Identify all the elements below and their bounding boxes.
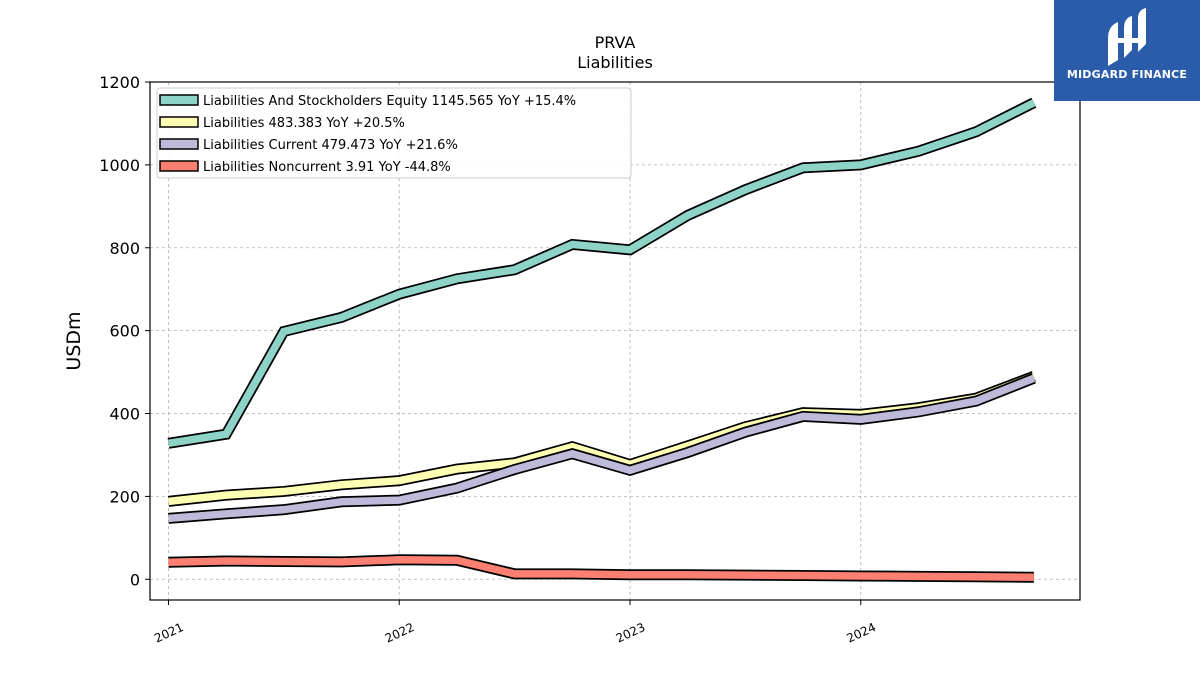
y-axis: 0 200 400 600 800 1000 1200 — [99, 73, 150, 589]
series-1 — [167, 371, 1036, 507]
legend-label: Liabilities Current 479.473 YoY +21.6% — [203, 138, 458, 153]
legend-box — [156, 87, 632, 179]
series-line — [168, 556, 1034, 581]
legend-swatch — [159, 116, 199, 128]
series-3 — [168, 554, 1034, 583]
legend-label: Liabilities Noncurrent 3.91 YoY -44.8% — [203, 160, 451, 175]
series-layer — [167, 97, 1037, 583]
y-tick-label: 1200 — [99, 73, 140, 92]
series-line — [168, 374, 1036, 523]
x-tick-label: 2023 — [614, 620, 648, 646]
brand-logo: MIDGARD FINANCE — [1054, 0, 1200, 101]
plot-frame — [149, 81, 1081, 601]
x-tick-label: 2021 — [152, 620, 186, 646]
chart-subtitle: Liabilities — [577, 53, 653, 72]
chart-title: PRVA — [595, 33, 636, 52]
legend-label: Liabilities And Stockholders Equity 1145… — [203, 94, 576, 109]
y-axis-label: USDm — [63, 311, 85, 370]
y-tick-label: 800 — [109, 239, 140, 258]
legend-swatch — [159, 160, 199, 172]
midgard-logo-icon — [1108, 8, 1146, 66]
y-tick-label: 1000 — [99, 156, 140, 175]
series-0 — [167, 97, 1037, 449]
x-axis: 2021 2022 2023 2024 — [152, 600, 878, 646]
x-tick-label: 2024 — [844, 620, 878, 646]
y-tick-label: 0 — [130, 570, 140, 589]
series-2 — [168, 373, 1036, 524]
series-line — [168, 372, 1036, 506]
x-tick-label: 2022 — [383, 620, 417, 646]
y-tick-label: 200 — [109, 487, 140, 506]
legend-swatch — [159, 94, 199, 106]
series-line-outline — [167, 371, 1036, 507]
series-line-outline — [168, 373, 1036, 524]
legend-swatch — [159, 138, 199, 150]
y-tick-label: 600 — [109, 322, 140, 341]
y-tick-label: 400 — [109, 405, 140, 424]
legend-label: Liabilities 483.383 YoY +20.5% — [203, 116, 405, 131]
brand-name: MIDGARD FINANCE — [1066, 68, 1188, 81]
series-line — [167, 99, 1036, 448]
legend: Liabilities And Stockholders Equity 1145… — [156, 87, 632, 179]
